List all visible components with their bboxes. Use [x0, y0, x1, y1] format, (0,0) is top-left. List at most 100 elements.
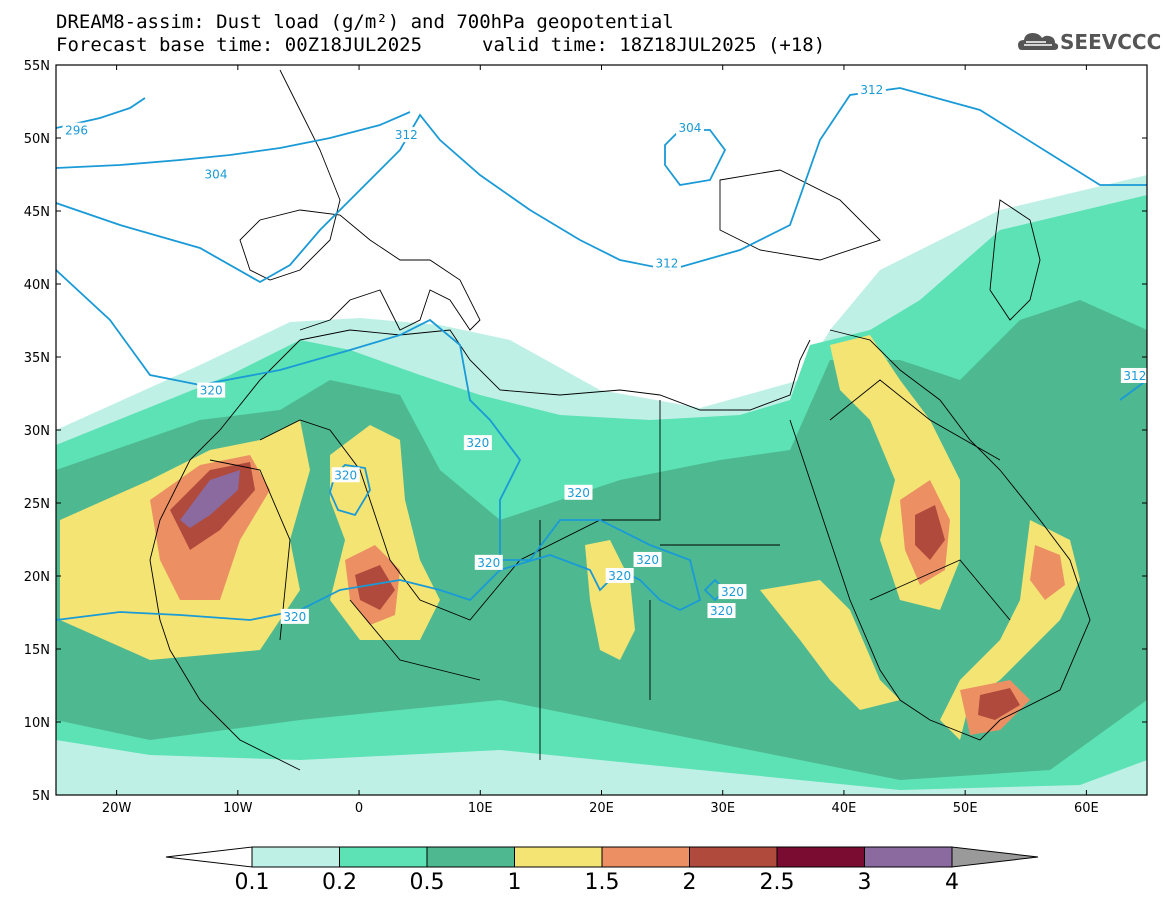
lon-tick-label: 60E — [1074, 801, 1099, 816]
dust-field — [56, 175, 1147, 795]
colorbar-swatch — [864, 846, 953, 868]
lat-tick-label: 45N — [24, 205, 50, 220]
contour-label: 312 — [857, 81, 886, 97]
lon-tick-label: 20E — [589, 801, 614, 816]
lon-tick-label: 10E — [468, 801, 493, 816]
lat-tick-label: 5N — [32, 789, 50, 804]
colorbar-label: 3 — [857, 870, 872, 895]
cloud-icon — [1018, 33, 1059, 50]
contour-label: 304 — [202, 166, 231, 182]
contour-label: 320 — [605, 568, 634, 583]
colorbar-swatch — [251, 846, 340, 868]
svg-text:312: 312 — [656, 257, 679, 271]
borders-layer — [149, 69, 1091, 771]
colorbar-label: 0.5 — [409, 870, 445, 895]
svg-text:320: 320 — [466, 436, 489, 450]
contour-label: 320 — [564, 484, 593, 500]
contour-label: 312 — [1120, 367, 1149, 383]
colorbar-strip — [165, 846, 1039, 868]
colorbar-label: 0.1 — [234, 870, 270, 895]
svg-text:320: 320 — [477, 556, 500, 570]
contour-label: 320 — [331, 467, 360, 483]
colorbar-swatch — [689, 846, 778, 868]
svg-text:312: 312 — [860, 83, 883, 97]
lon-tick-label: 40E — [832, 801, 857, 816]
forecast-base-time: Forecast base time: 00Z18JUL2025 — [56, 34, 423, 56]
coastline-caspian — [989, 199, 1041, 321]
colorbar-label: 1 — [507, 870, 522, 895]
dust-band-1-e — [760, 580, 900, 710]
lon-tick-label: 20W — [102, 801, 132, 816]
colorbar-high-arrow — [951, 846, 1039, 868]
contour-label: 296 — [62, 122, 91, 138]
lat-tick-label: 55N — [24, 59, 50, 74]
svg-text:320: 320 — [334, 468, 357, 482]
seevccc-logo: SEEVCCC — [1016, 24, 1161, 60]
lat-tick-label: 25N — [24, 497, 50, 512]
contour-label: 320 — [197, 382, 226, 398]
lat-tick-label: 10N — [24, 716, 50, 731]
svg-text:320: 320 — [608, 569, 631, 583]
border-arabia — [829, 379, 1011, 621]
svg-text:320: 320 — [283, 610, 306, 624]
dust-band-3 — [180, 470, 240, 528]
svg-text:296: 296 — [65, 124, 88, 138]
contour-labels: 296 304 312 304 312 312 320 320 320 320 320 320 320 3… — [62, 81, 1149, 624]
dust-band-2-d — [978, 688, 1020, 720]
valid-time: valid time: 18Z18JUL2025 (+18) — [482, 34, 826, 56]
svg-text:320: 320 — [721, 585, 744, 599]
contour-label: 312 — [652, 255, 681, 271]
lat-tick-label: 50N — [24, 132, 50, 147]
svg-text:320: 320 — [567, 486, 590, 500]
contour-label: 320 — [633, 551, 662, 567]
contour-320-loop — [329, 464, 371, 517]
lat-tick-label: 30N — [24, 424, 50, 439]
svg-text:320: 320 — [200, 384, 223, 398]
dust-band-2-c — [915, 505, 945, 560]
contour-label: 320 — [707, 603, 736, 619]
coastline-red-sea — [789, 329, 1091, 741]
lon-tick-label: 10W — [223, 801, 253, 816]
svg-text:312: 312 — [1123, 369, 1146, 383]
longitude-axis: 20W 10W 0 10E 20E 30E 40E 50E 60E — [102, 65, 1099, 816]
contour-304-east — [664, 129, 727, 186]
coastline-africa-west — [149, 339, 301, 771]
colorbar-label: 2 — [682, 870, 697, 895]
contour-label: 320 — [718, 584, 747, 600]
contour-label: 320 — [280, 608, 309, 624]
contour-312-west — [56, 87, 1147, 284]
lon-tick-label: 30E — [710, 801, 735, 816]
lat-tick-label: 15N — [24, 643, 50, 658]
colorbar-swatch — [514, 846, 603, 868]
colorbar-label: 2.5 — [759, 870, 795, 895]
colorbar-swatch — [426, 846, 515, 868]
contour-label: 320 — [474, 554, 503, 570]
contour-label: 304 — [675, 119, 704, 135]
lon-tick-label: 0 — [355, 801, 363, 816]
border-sahara-2 — [209, 459, 780, 760]
coastline-europe — [239, 69, 481, 331]
logo-text: SEEVCCC — [1060, 30, 1162, 54]
coastline-black-sea — [719, 169, 881, 261]
latitude-axis: 55N 50N 45N 40N 35N 30N 25N 20N 15N 10N 5N — [24, 59, 1147, 804]
svg-text:304: 304 — [679, 121, 702, 135]
colorbar: 0.1 0.2 0.5 1 1.5 2 2.5 3 4 — [160, 842, 1045, 907]
colorbar-swatch — [601, 846, 690, 868]
svg-text:320: 320 — [636, 553, 659, 567]
contour-304-west — [56, 111, 411, 169]
svg-text:312: 312 — [395, 128, 418, 142]
colorbar-label: 4 — [945, 870, 959, 895]
contour-320 — [56, 269, 702, 621]
lat-tick-label: 40N — [24, 278, 50, 293]
svg-text:304: 304 — [205, 168, 228, 182]
border-sahara-1 — [259, 400, 661, 621]
colorbar-low-arrow — [165, 846, 253, 868]
geopotential-contours — [56, 87, 1147, 621]
lat-tick-label: 20N — [24, 570, 50, 585]
dust-band-1.5-e — [1030, 545, 1065, 600]
colorbar-swatch — [339, 846, 428, 868]
contour-label: 312 — [392, 127, 421, 143]
colorbar-label: 1.5 — [584, 870, 620, 895]
colorbar-swatch — [776, 846, 865, 868]
lon-tick-label: 50E — [953, 801, 978, 816]
